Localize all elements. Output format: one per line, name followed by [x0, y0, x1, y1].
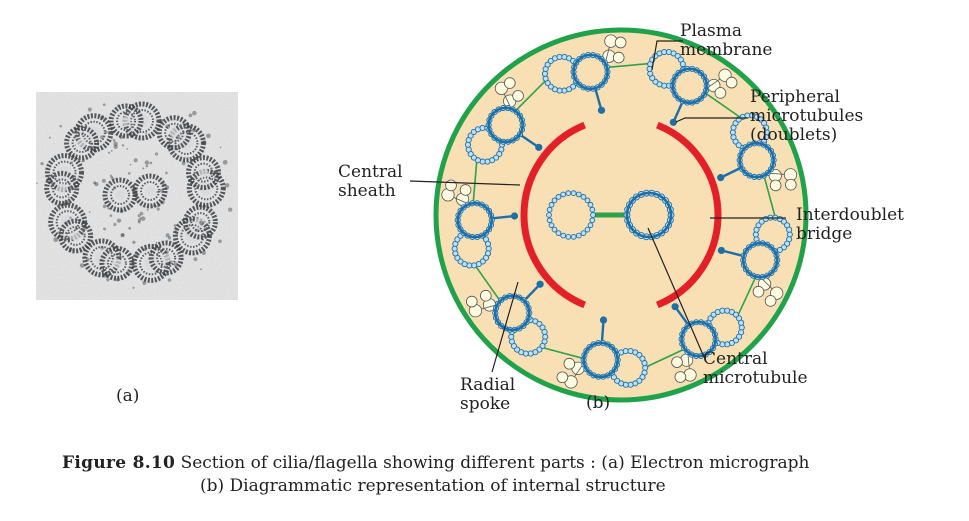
doublet-a-tubule — [493, 294, 532, 333]
central-microtubule-right — [624, 190, 674, 240]
label-radial-spoke-line1: Radial — [460, 376, 515, 395]
dynein-arm — [513, 90, 524, 101]
central-microtubule-left — [547, 191, 596, 239]
label-interdoublet-line2: bridge — [796, 225, 904, 244]
electron-micrograph-image — [36, 92, 238, 300]
doublet-a-tubule — [737, 141, 776, 180]
spoke-head — [536, 281, 543, 288]
doublet-a-tubule — [581, 340, 620, 379]
spoke-head — [717, 174, 724, 181]
dynein-arm — [675, 372, 686, 383]
label-peripheral-line3: (doublets) — [750, 126, 863, 145]
doublet-a-tubule — [455, 201, 494, 240]
caption-text-line2: (b) Diagrammatic representation of inter… — [62, 475, 942, 498]
label-interdoublet-line1: Interdoublet — [796, 206, 904, 225]
dynein-arm — [672, 357, 683, 368]
caption-text-line1: Section of cilia/flagella showing differ… — [181, 453, 810, 473]
label-peripheral-line1: Peripheral — [750, 88, 863, 107]
dynein-arm — [460, 185, 471, 196]
dynein-arm — [726, 77, 737, 88]
dynein-arm — [715, 88, 726, 99]
dynein-arm — [765, 296, 776, 307]
dynein-arm — [613, 52, 624, 63]
spoke-head — [718, 247, 725, 254]
label-plasma-membrane-line1: Plasma — [680, 22, 772, 41]
dynein-arm — [564, 358, 575, 369]
label-radial-spoke-line2: spoke — [460, 395, 515, 414]
spoke-head — [598, 107, 605, 114]
figure-caption: Figure 8.10 Section of cilia/flagella sh… — [62, 452, 942, 498]
label-interdoublet-bridge: Interdoublet bridge — [796, 206, 904, 244]
spoke-head — [535, 144, 542, 151]
caption-figure-number: Figure 8.10 — [62, 453, 175, 473]
dynein-arm — [753, 286, 764, 297]
dynein-arm — [785, 179, 796, 190]
label-plasma-membrane-line2: membrane — [680, 41, 772, 60]
doublet-a-tubule — [486, 106, 525, 145]
spoke-head — [672, 303, 679, 310]
dynein-arm — [504, 78, 515, 89]
doublet-a-tubule — [571, 52, 610, 91]
dynein-arm — [466, 296, 477, 307]
doublet-a-tubule — [670, 66, 709, 105]
panel-label-a: (a) — [116, 387, 139, 406]
label-plasma-membrane: Plasma membrane — [680, 22, 772, 60]
label-radial-spoke: Radial spoke — [460, 376, 515, 414]
label-central-microtubule-line1: Central — [703, 350, 808, 369]
dynein-arm — [615, 37, 626, 48]
label-central-sheath-line2: sheath — [338, 182, 403, 201]
doublet-a-tubule — [741, 241, 780, 280]
label-central-sheath-line1: Central — [338, 163, 403, 182]
panel-label-b: (b) — [586, 394, 610, 413]
label-peripheral-line2: microtubules — [750, 107, 863, 126]
spoke-head — [600, 316, 607, 323]
spoke-head — [670, 119, 677, 126]
cilium-cross-section — [436, 30, 806, 400]
dynein-arm — [557, 372, 568, 383]
label-peripheral-microtubules: Peripheral microtubules (doublets) — [750, 88, 863, 145]
dynein-arm — [770, 180, 781, 191]
spoke-head — [511, 212, 518, 219]
label-central-microtubule: Central microtubule — [703, 350, 808, 388]
label-central-sheath: Central sheath — [338, 163, 403, 201]
dynein-arm — [446, 180, 457, 191]
label-central-microtubule-line2: microtubule — [703, 369, 808, 388]
dynein-arm — [480, 290, 491, 301]
